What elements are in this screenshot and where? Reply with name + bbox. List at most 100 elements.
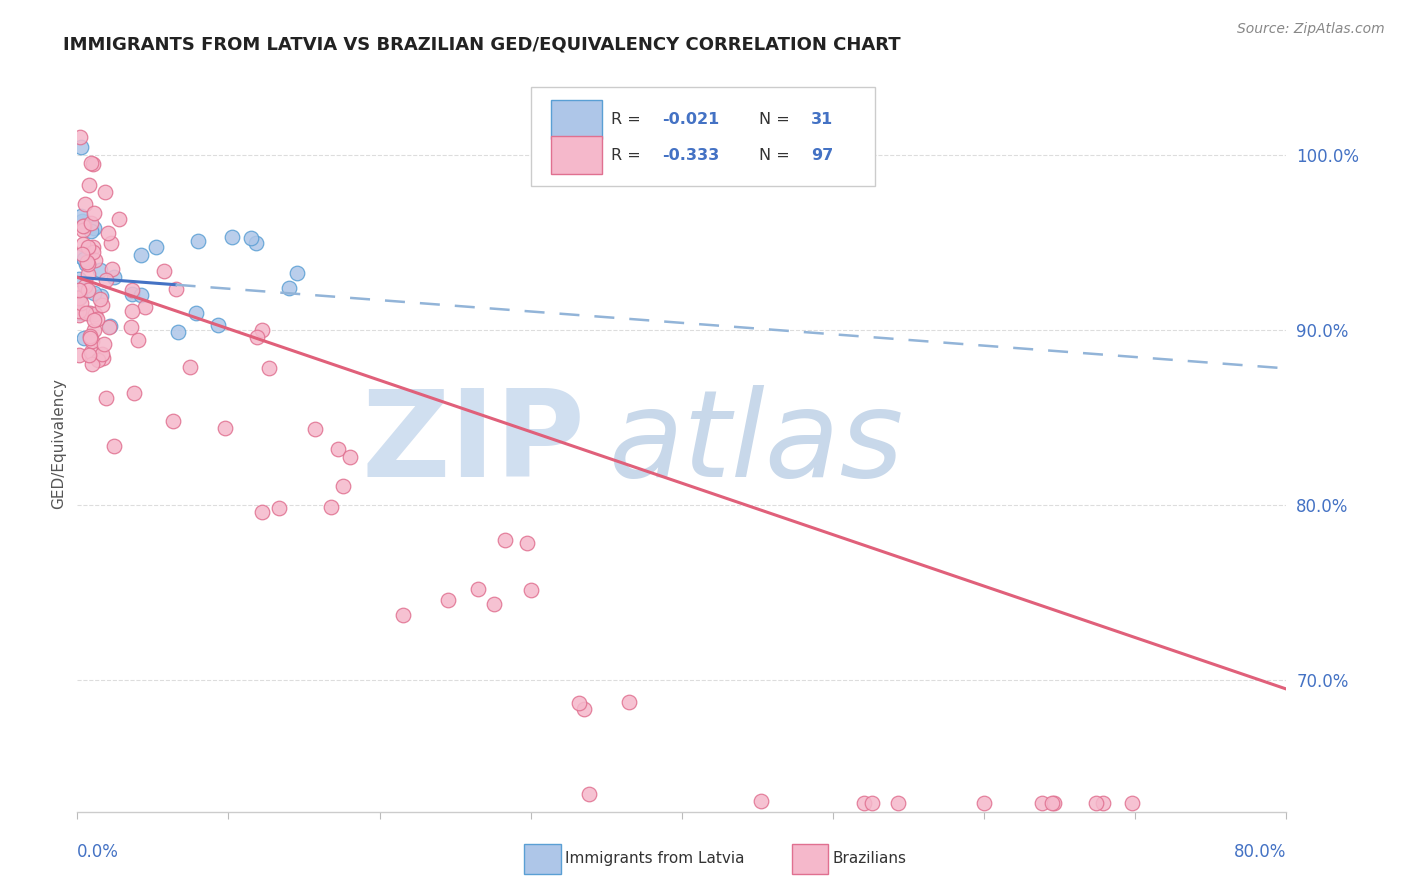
FancyBboxPatch shape bbox=[551, 136, 602, 174]
Text: Immigrants from Latvia: Immigrants from Latvia bbox=[565, 852, 745, 866]
Point bbox=[76, 257, 98, 271]
Point bbox=[91, 298, 114, 312]
Point bbox=[267, 500, 290, 515]
Point bbox=[100, 261, 122, 276]
Point bbox=[73, 219, 96, 233]
Point bbox=[67, 291, 90, 305]
Point bbox=[122, 385, 145, 400]
Point bbox=[153, 264, 176, 278]
Point bbox=[568, 696, 591, 710]
Point bbox=[79, 306, 101, 320]
Point bbox=[76, 255, 98, 269]
Point bbox=[516, 536, 538, 550]
Point bbox=[67, 306, 90, 320]
Point bbox=[75, 257, 97, 271]
Point bbox=[519, 583, 541, 598]
Point bbox=[69, 289, 91, 303]
Point bbox=[91, 351, 114, 365]
Point bbox=[70, 214, 93, 228]
Point bbox=[73, 278, 96, 293]
Point bbox=[80, 216, 103, 230]
Text: N =: N = bbox=[759, 112, 796, 127]
Point bbox=[70, 247, 93, 261]
Point bbox=[1031, 796, 1053, 810]
Text: 0.0%: 0.0% bbox=[77, 843, 120, 862]
Text: 97: 97 bbox=[811, 148, 834, 162]
Point bbox=[90, 289, 112, 303]
Point bbox=[852, 796, 875, 810]
Point bbox=[494, 533, 516, 548]
Point bbox=[80, 357, 103, 371]
Point bbox=[245, 236, 267, 251]
Point bbox=[617, 695, 640, 709]
Point bbox=[83, 307, 105, 321]
Point bbox=[77, 240, 100, 254]
Point bbox=[187, 235, 209, 249]
Point bbox=[129, 288, 152, 302]
Point bbox=[67, 348, 90, 362]
Point bbox=[134, 301, 156, 315]
Point bbox=[1121, 796, 1143, 810]
Point bbox=[80, 334, 103, 348]
Point bbox=[973, 796, 995, 810]
Point bbox=[83, 206, 105, 220]
Point bbox=[304, 422, 326, 436]
Point bbox=[129, 247, 152, 261]
Text: R =: R = bbox=[610, 112, 645, 127]
Text: 80.0%: 80.0% bbox=[1234, 843, 1286, 862]
Text: N =: N = bbox=[759, 148, 796, 162]
Point bbox=[83, 313, 105, 327]
Point bbox=[339, 450, 361, 464]
Point bbox=[239, 231, 262, 245]
Point bbox=[207, 318, 229, 332]
FancyBboxPatch shape bbox=[531, 87, 876, 186]
Text: ZIP: ZIP bbox=[361, 385, 585, 502]
Point bbox=[79, 329, 101, 343]
Point bbox=[75, 306, 97, 320]
Point bbox=[179, 359, 201, 374]
Point bbox=[73, 197, 96, 211]
Point bbox=[887, 796, 910, 810]
Point bbox=[94, 185, 117, 199]
Point bbox=[80, 224, 103, 238]
Text: R =: R = bbox=[610, 148, 645, 162]
Point bbox=[80, 345, 103, 359]
Point bbox=[93, 337, 115, 351]
Point bbox=[287, 266, 309, 280]
Point bbox=[162, 414, 184, 428]
Point bbox=[90, 347, 112, 361]
Point bbox=[246, 330, 269, 344]
Point bbox=[86, 312, 108, 326]
Point bbox=[72, 331, 94, 345]
Point bbox=[69, 130, 91, 145]
Point bbox=[67, 308, 90, 322]
Text: 31: 31 bbox=[811, 112, 834, 127]
Point bbox=[98, 318, 121, 333]
Point bbox=[94, 391, 117, 405]
Point bbox=[121, 283, 143, 297]
Point bbox=[278, 281, 301, 295]
Point bbox=[572, 701, 595, 715]
Point bbox=[67, 283, 90, 297]
Point bbox=[69, 249, 91, 263]
Point bbox=[72, 219, 94, 234]
Point bbox=[1040, 796, 1063, 810]
Point bbox=[67, 271, 90, 285]
Point bbox=[186, 306, 208, 320]
Point bbox=[72, 236, 94, 251]
Point bbox=[165, 282, 187, 296]
Point bbox=[77, 267, 100, 281]
Point bbox=[103, 439, 125, 453]
Point bbox=[79, 178, 101, 192]
Point bbox=[70, 210, 93, 224]
Text: Brazilians: Brazilians bbox=[832, 852, 907, 866]
Point bbox=[83, 285, 105, 300]
Point bbox=[82, 244, 104, 259]
Point bbox=[392, 608, 415, 623]
Point bbox=[860, 796, 883, 810]
Point bbox=[67, 304, 90, 318]
Point bbox=[76, 306, 98, 320]
Point bbox=[127, 333, 149, 347]
Point bbox=[96, 273, 118, 287]
Point bbox=[83, 220, 105, 235]
